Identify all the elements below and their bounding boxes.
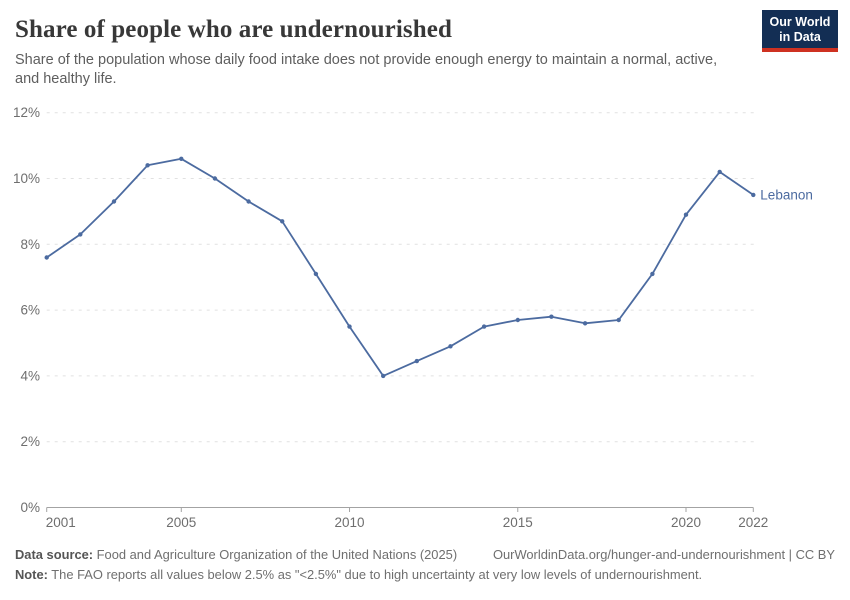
x-axis-tick-label: 2022 bbox=[738, 515, 768, 530]
data-point[interactable] bbox=[717, 169, 722, 175]
data-point[interactable] bbox=[179, 156, 184, 161]
data-source-value: Food and Agriculture Organization of the… bbox=[93, 547, 458, 562]
note-value: The FAO reports all values below 2.5% as… bbox=[47, 567, 703, 582]
data-point[interactable] bbox=[280, 219, 285, 224]
x-axis-tick-label: 2005 bbox=[166, 515, 196, 530]
chart-note: Note: The FAO reports all values below 2… bbox=[15, 565, 835, 585]
data-point[interactable] bbox=[582, 321, 588, 326]
data-point[interactable] bbox=[650, 271, 655, 277]
data-point[interactable] bbox=[481, 324, 487, 329]
x-axis-tick-label: 2010 bbox=[335, 515, 365, 530]
data-point[interactable] bbox=[381, 373, 386, 379]
citation-link[interactable]: OurWorldinData.org/hunger-and-undernouri… bbox=[492, 547, 835, 562]
data-point[interactable] bbox=[313, 271, 319, 277]
y-axis-tick-label: 12% bbox=[13, 105, 40, 120]
chart-subtitle: Share of the population whose daily food… bbox=[15, 52, 718, 88]
data-point[interactable] bbox=[246, 199, 251, 204]
x-axis-tick-label: 2020 bbox=[671, 515, 701, 530]
x-axis-tick-label: 2001 bbox=[46, 515, 76, 530]
data-point[interactable] bbox=[549, 314, 554, 319]
series-label-lebanon[interactable]: Lebanon bbox=[760, 187, 813, 202]
data-source-text: Data source: Food and Agriculture Organi… bbox=[15, 545, 457, 565]
owid-logo[interactable]: Our World in Data bbox=[762, 10, 838, 52]
y-axis-tick-label: 4% bbox=[20, 368, 40, 383]
data-point[interactable] bbox=[751, 192, 756, 198]
data-point[interactable] bbox=[414, 358, 419, 364]
x-axis-tick-label: 2015 bbox=[503, 515, 533, 530]
note-label: Note: bbox=[15, 567, 48, 582]
series-line-lebanon[interactable] bbox=[45, 157, 755, 377]
owid-logo-line1: Our World bbox=[769, 15, 831, 29]
chart-header: Share of people who are undernourished O… bbox=[15, 0, 838, 90]
data-point[interactable] bbox=[683, 212, 689, 217]
y-axis-tick-label: 10% bbox=[13, 171, 40, 186]
page-title: Share of people who are undernourished bbox=[15, 16, 452, 43]
data-point[interactable] bbox=[212, 176, 218, 181]
owid-logo-line2: in Data bbox=[779, 29, 821, 44]
y-axis-tick-label: 2% bbox=[20, 434, 40, 449]
data-point[interactable] bbox=[78, 232, 83, 237]
chart-footer: Data source: Food and Agriculture Organi… bbox=[15, 545, 835, 585]
data-point[interactable] bbox=[44, 255, 49, 260]
data-point[interactable] bbox=[515, 317, 520, 323]
data-point[interactable] bbox=[145, 163, 150, 168]
y-axis-tick-label: 6% bbox=[20, 303, 40, 318]
data-point[interactable] bbox=[111, 199, 117, 204]
y-axis-tick-label: 0% bbox=[20, 500, 40, 515]
data-point[interactable] bbox=[347, 324, 352, 329]
chart-canvas[interactable]: 0% 2% 4% 6% 8% 10% 12% 2001 2005 2010 2015 2020 2022… bbox=[0, 0, 850, 540]
data-source-label: Data source: bbox=[15, 547, 94, 562]
data-point[interactable] bbox=[448, 344, 453, 349]
data-point[interactable] bbox=[616, 317, 621, 323]
y-axis-tick-label: 8% bbox=[20, 237, 40, 252]
